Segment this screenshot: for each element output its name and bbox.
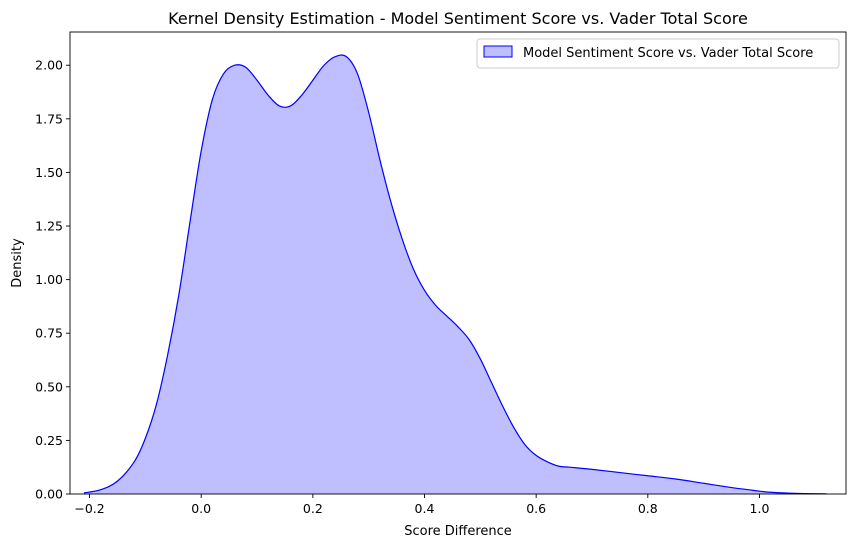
legend-label: Model Sentiment Score vs. Vader Total Sc… bbox=[523, 46, 813, 61]
x-tick-label: 0.6 bbox=[526, 501, 546, 516]
x-tick-label: 0.0 bbox=[191, 501, 211, 516]
x-axis-label: Score Difference bbox=[404, 524, 512, 539]
x-axis-ticks: −0.2 0.0 0.2 0.4 0.6 0.8 1.0 bbox=[74, 494, 769, 516]
x-tick-label: 1.0 bbox=[750, 501, 770, 516]
y-axis-ticks: 0.00 0.25 0.50 0.75 1.00 1.25 1.50 1.75 2.00 bbox=[35, 58, 70, 502]
density-curve bbox=[83, 54, 827, 495]
y-tick-label: 1.50 bbox=[35, 165, 63, 180]
x-tick-label: 0.8 bbox=[638, 501, 658, 516]
plot-frame bbox=[69, 31, 847, 495]
y-tick-label: 0.25 bbox=[35, 433, 63, 448]
legend: Model Sentiment Score vs. Vader Total Sc… bbox=[476, 38, 840, 69]
y-tick-label: 1.00 bbox=[35, 272, 63, 287]
y-tick-label: 0.50 bbox=[35, 379, 63, 394]
y-axis-label: Density bbox=[10, 238, 25, 288]
y-tick-label: 1.25 bbox=[35, 219, 63, 234]
chart-title: Kernel Density Estimation - Model Sentim… bbox=[168, 9, 748, 28]
x-tick-label: 0.2 bbox=[303, 501, 323, 516]
x-tick-label: −0.2 bbox=[74, 501, 104, 516]
legend-swatch bbox=[483, 45, 513, 58]
y-tick-label: 2.00 bbox=[35, 58, 63, 73]
density-area-fill bbox=[83, 55, 827, 494]
y-tick-label: 1.75 bbox=[35, 111, 63, 126]
y-tick-label: 0.75 bbox=[35, 326, 63, 341]
x-tick-label: 0.4 bbox=[415, 501, 435, 516]
legend-box bbox=[476, 38, 840, 69]
y-tick-label: 0.00 bbox=[35, 487, 63, 502]
